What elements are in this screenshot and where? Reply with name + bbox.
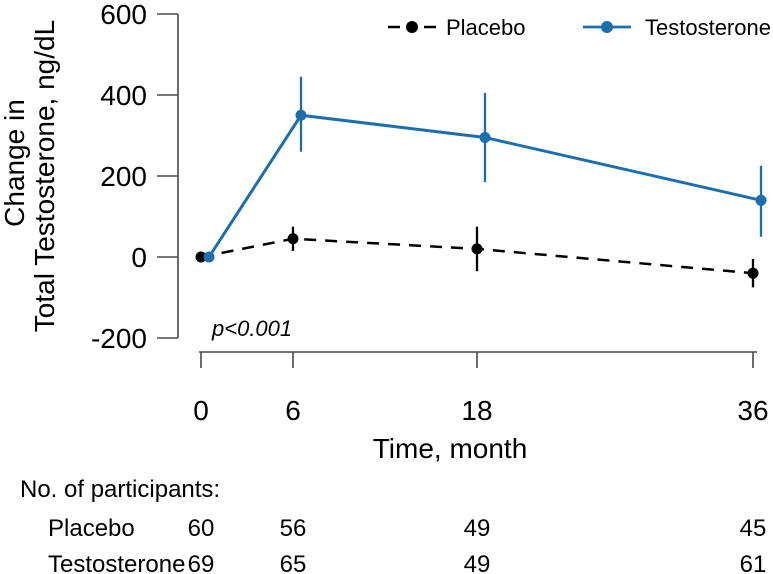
x-axis: 0 6 18 36 Time, month: [193, 351, 769, 464]
participants-row-placebo: Placebo 60 56 49 45: [48, 515, 766, 542]
y-tick-label: 400: [100, 80, 147, 111]
participant-count: 45: [740, 515, 767, 542]
row-label: Placebo: [48, 515, 135, 542]
placebo-marker-icon: [406, 21, 418, 33]
x-axis-title: Time, month: [373, 433, 528, 464]
data-point: [203, 251, 215, 263]
participants-table: No. of participants: Placebo 60 56 49 45…: [20, 476, 766, 574]
participant-count: 65: [280, 551, 307, 574]
data-point: [287, 233, 299, 245]
x-tick-label: 36: [737, 395, 768, 426]
legend-label-placebo: Placebo: [446, 15, 526, 40]
y-tick-label: -200: [91, 323, 147, 354]
p-value-annotation: p<0.001: [211, 316, 292, 341]
data-point: [479, 132, 491, 144]
participants-row-testosterone: Testosterone 69 65 49 61: [48, 551, 766, 574]
data-point: [755, 194, 767, 206]
participant-count: 61: [740, 551, 767, 574]
series-testosterone: [203, 76, 767, 263]
data-point: [195, 251, 207, 263]
participant-count: 49: [464, 515, 491, 542]
legend-item-testosterone: Testosterone: [583, 15, 771, 40]
data-point: [471, 243, 483, 255]
participant-count: 56: [280, 515, 307, 542]
series-placebo: [195, 226, 759, 288]
series-line: [200, 237, 754, 275]
legend-label-testosterone: Testosterone: [645, 15, 771, 40]
y-tick-label: 200: [100, 161, 147, 192]
y-axis-title-line1: Change in: [0, 99, 30, 227]
y-axis-title-line2: Total Testosterone, ng/dL: [29, 20, 60, 332]
participant-count: 69: [188, 551, 215, 574]
x-tick-label: 0: [193, 395, 209, 426]
testosterone-marker-icon: [601, 21, 613, 33]
series-line: [207, 113, 762, 258]
participant-count: 60: [188, 515, 215, 542]
y-tick-label: 600: [100, 0, 147, 30]
data-point: [295, 109, 307, 121]
y-tick-label: 0: [131, 242, 147, 273]
legend-item-placebo: Placebo: [388, 15, 526, 40]
x-tick-label: 6: [285, 395, 301, 426]
data-point: [747, 267, 759, 279]
row-label: Testosterone: [48, 551, 185, 574]
y-axis: 600 400 200 0 -200 Change in Total Testo…: [0, 0, 179, 354]
participant-count: 49: [464, 551, 491, 574]
legend: Placebo Testosterone: [388, 15, 771, 40]
x-tick-label: 18: [461, 395, 492, 426]
participants-heading: No. of participants:: [20, 476, 220, 503]
series-layer: [195, 76, 767, 288]
